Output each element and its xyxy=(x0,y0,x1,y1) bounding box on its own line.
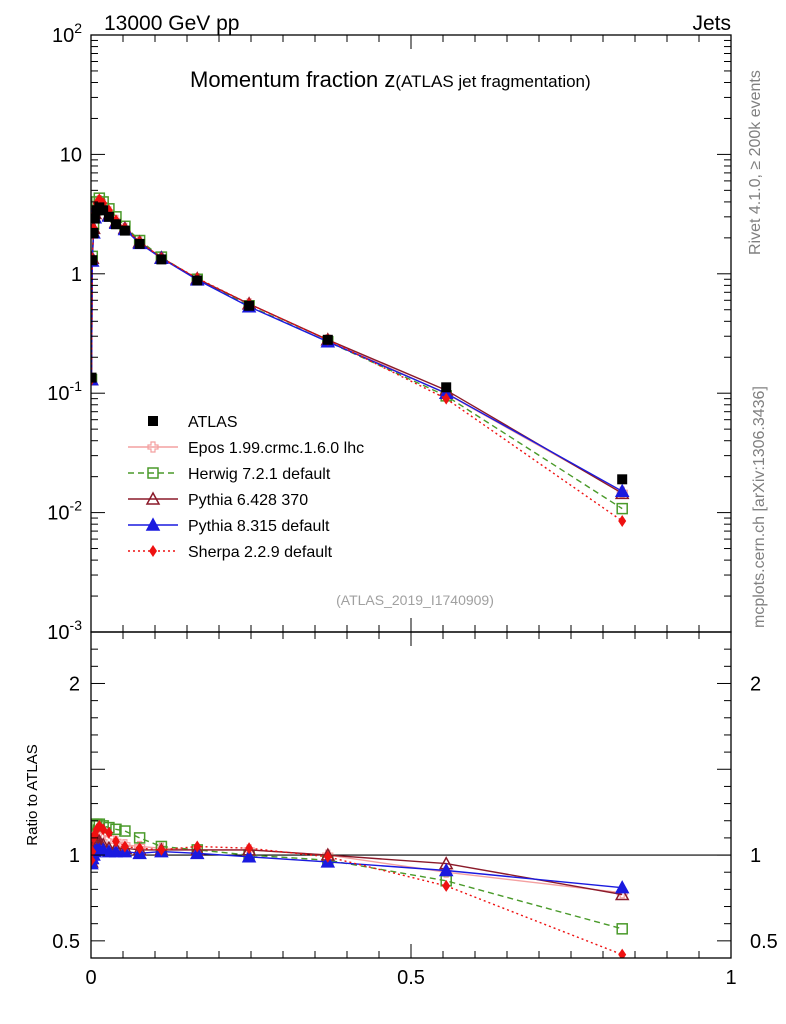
ratio-xtick-label: 1 xyxy=(725,967,736,989)
ytick-exponent: -3 xyxy=(70,617,83,633)
ratio-line-sherpa-2-2-9-default xyxy=(91,824,623,956)
ratio-point-sherpa-2-2-9-default xyxy=(99,823,108,836)
ytick-base: 10 xyxy=(47,383,69,405)
ratio-point-sherpa-2-2-9-default xyxy=(245,842,254,855)
data-point-atlas xyxy=(192,275,203,286)
ratio-point-sherpa-2-2-9-default xyxy=(618,948,627,958)
legend-marker xyxy=(145,517,161,531)
data-point-herwig-7-2-1-default xyxy=(616,502,628,515)
ratio-point-sherpa-2-2-9-default xyxy=(193,840,202,853)
data-point-atlas xyxy=(91,372,97,383)
ratio-point-sherpa-2-2-9-default xyxy=(111,835,120,848)
ratio-point-pythia-8-315-default xyxy=(614,880,630,894)
ytick-exponent: 2 xyxy=(74,20,82,36)
legend-entry-herwig-7-2-1-default: Herwig 7.2.1 default xyxy=(128,466,331,483)
legend-entry-epos-1-99-crmc-1-6-0-lhc: Epos 1.99.crmc.1.6.0 lhc xyxy=(128,440,364,457)
legend-label: Pythia 8.315 default xyxy=(188,518,330,535)
ratio-point-pythia-8-315-default xyxy=(241,849,257,863)
data-point-atlas xyxy=(98,205,109,216)
legend-entry-pythia-6-428-370: Pythia 6.428 370 xyxy=(128,491,308,509)
main-ytick-label: 10-3 xyxy=(47,617,82,644)
legend: ATLAS Epos 1.99.crmc.1.6.0 lhc Herwig 7.2.… xyxy=(128,414,364,561)
ratio-ytick-label-left: 0.5 xyxy=(52,931,80,953)
data-point-atlas xyxy=(103,211,114,222)
legend-entry-pythia-8-315-default: Pythia 8.315 default xyxy=(128,517,330,535)
ytick-base: 10 xyxy=(47,503,69,525)
legend-entry-atlas: ATLAS xyxy=(148,414,238,431)
ratio-point-sherpa-2-2-9-default xyxy=(157,843,166,856)
energy-label: 13000 GeV pp xyxy=(104,12,239,35)
ratio-point-herwig-7-2-1-default xyxy=(119,825,131,837)
data-point-atlas xyxy=(322,334,333,345)
ratio-point-sherpa-2-2-9-default xyxy=(104,826,113,839)
main-ytick-label: 10-2 xyxy=(47,498,82,525)
series-atlas xyxy=(91,202,628,485)
main-ytick-label: 10-1 xyxy=(47,378,82,405)
ratio-point-sherpa-2-2-9-default xyxy=(442,879,451,892)
legend-marker xyxy=(148,416,158,426)
legend-marker xyxy=(145,491,161,505)
data-point-sherpa-2-2-9-default xyxy=(442,392,451,405)
legend-label: Epos 1.99.crmc.1.6.0 lhc xyxy=(188,440,364,457)
chart-subtitle: (ATLAS jet fragmentation) xyxy=(395,72,590,91)
legend-label: ATLAS xyxy=(188,414,238,431)
ratio-xtick-label: 0 xyxy=(85,967,96,989)
data-point-atlas xyxy=(91,255,98,266)
data-point-atlas xyxy=(91,227,99,238)
data-point-atlas xyxy=(156,254,167,265)
ytick-base: 10 xyxy=(52,25,74,47)
ratio-point-herwig-7-2-1-default xyxy=(110,823,122,836)
ratio-ytick-label-right: 1 xyxy=(750,845,761,867)
legend-label: Herwig 7.2.1 default xyxy=(188,466,331,483)
main-ytick-label: 102 xyxy=(52,20,82,47)
ratio-point-sherpa-2-2-9-default xyxy=(120,840,129,853)
ratio-ylabel: Ratio to ATLAS xyxy=(24,744,41,845)
ytick-base: 10 xyxy=(47,622,69,644)
data-point-atlas xyxy=(441,382,452,393)
legend-marker xyxy=(147,441,159,453)
rivet-label: Rivet 4.1.0, ≥ 200k events xyxy=(747,70,764,255)
main-plot-area xyxy=(91,192,630,528)
data-point-atlas xyxy=(91,213,100,224)
ratio-point-sherpa-2-2-9-default xyxy=(323,850,332,863)
ratio-point-herwig-7-2-1-default xyxy=(616,923,628,935)
ratio-ytick-label-left: 1 xyxy=(69,845,80,867)
data-point-pythia-8-315-default xyxy=(614,483,630,497)
ratio-point-pythia-8-315-default xyxy=(438,862,454,877)
chart-title: Momentum fraction z(ATLAS jet fragmentat… xyxy=(190,67,591,92)
main-ytick-label: 1 xyxy=(71,264,82,286)
legend-marker xyxy=(149,545,157,557)
data-point-sherpa-2-2-9-default xyxy=(618,515,627,528)
ratio-ytick-label-left: 2 xyxy=(69,673,80,695)
ratio-xtick-label: 0.5 xyxy=(397,967,425,989)
chart-title-main: Momentum fraction z xyxy=(190,67,395,92)
legend-entry-sherpa-2-2-9-default: Sherpa 2.2.9 default xyxy=(128,544,333,561)
data-point-atlas xyxy=(134,238,145,249)
analysis-id: (ATLAS_2019_I1740909) xyxy=(336,592,494,608)
ytick-exponent: -2 xyxy=(70,498,83,514)
site-label: mcplots.cern.ch [arXiv:1306.3436] xyxy=(751,386,768,628)
main-ytick-label: 10 xyxy=(60,144,82,166)
legend-marker xyxy=(147,467,159,479)
ratio-point-sherpa-2-2-9-default xyxy=(135,842,144,855)
category-label: Jets xyxy=(692,12,731,35)
ratio-point-pythia-6-428-370 xyxy=(614,886,630,901)
data-point-atlas xyxy=(244,300,255,311)
ratio-point-pythia-8-315-default xyxy=(189,845,205,860)
legend-label: Sherpa 2.2.9 default xyxy=(188,544,333,561)
ratio-ytick-label-right: 0.5 xyxy=(750,931,778,953)
data-point-atlas xyxy=(110,219,121,230)
ratio-ytick-label-right: 2 xyxy=(750,673,761,695)
ratio-point-pythia-8-315-default xyxy=(108,844,124,858)
data-point-atlas xyxy=(119,225,130,236)
ratio-line-herwig-7-2-1-default xyxy=(91,822,623,930)
data-point-atlas xyxy=(617,474,628,485)
legend-label: Pythia 6.428 370 xyxy=(188,492,308,509)
ytick-exponent: -1 xyxy=(70,378,83,394)
